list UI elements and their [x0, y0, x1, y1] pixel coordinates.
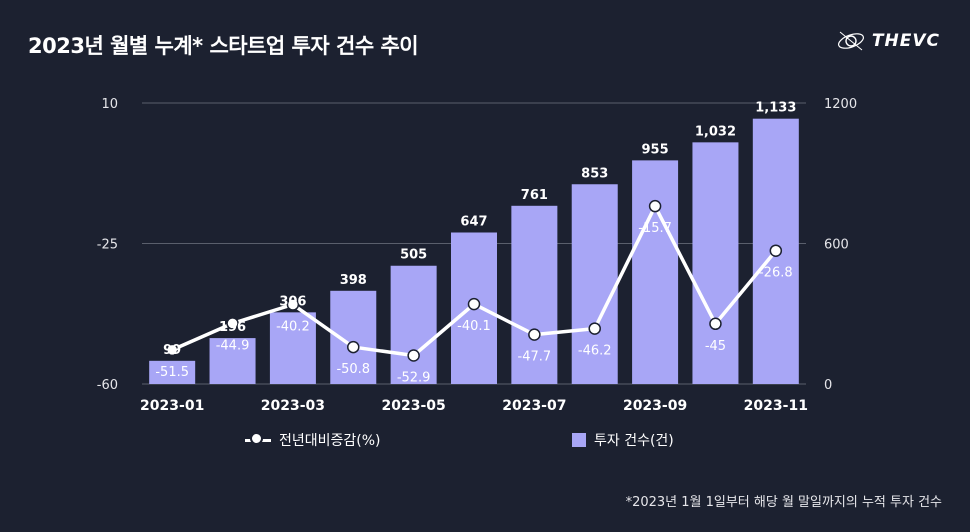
y-left-tick-label: -60: [97, 378, 118, 393]
x-tick-label: 2023-01: [140, 398, 204, 414]
bar: [511, 205, 558, 384]
bar-series: [149, 118, 799, 385]
x-tick-label: 2023-03: [261, 398, 325, 414]
line-value-label: -47.7: [518, 350, 552, 365]
line-value-label: -40.2: [276, 320, 310, 335]
line-series: [165, 199, 783, 362]
line-point: [648, 199, 662, 213]
x-tick-label: 2023-07: [502, 398, 566, 414]
line-point: [226, 317, 239, 330]
y-right-tick-label: 600: [824, 238, 849, 253]
chart-legend: 전년대비증감(%) 투자 건수(건): [0, 430, 970, 454]
bar-value-label: 761: [521, 188, 548, 203]
line-point: [467, 297, 481, 311]
bar-value-label: 647: [460, 214, 487, 229]
legend-bar-swatch-icon: [572, 433, 586, 447]
bar-value-label: 196: [219, 320, 246, 335]
line-point: [165, 343, 179, 357]
line-value-label: -45: [705, 339, 726, 354]
bar: [632, 160, 679, 384]
bar: [692, 142, 739, 384]
bar-value-label: 99: [163, 343, 181, 358]
line-value-label: -50.8: [336, 362, 370, 377]
bar-value-label: 955: [642, 142, 669, 157]
line-point: [769, 244, 783, 257]
bar-value-label: 853: [581, 166, 608, 181]
y-right-tick-label: 1200: [824, 97, 857, 112]
x-tick-label: 2023-05: [382, 398, 446, 414]
logo-text: THEVC: [871, 31, 940, 51]
line-point: [347, 340, 360, 354]
chart-title: 2023년 월별 누계* 스타트업 투자 건수 추이: [28, 34, 419, 58]
legend-line-marker-icon: [245, 438, 271, 442]
line-point: [588, 322, 601, 335]
y-left-tick-label: -25: [97, 238, 118, 253]
line-value-label: -26.8: [759, 266, 793, 281]
bar-value-label: 1,133: [755, 101, 796, 116]
y-left-tick-label: 10: [101, 97, 118, 112]
line-value-label: -44.9: [216, 338, 250, 353]
bar-value-label: 1,032: [695, 124, 736, 139]
line-point: [709, 317, 722, 331]
legend-item-line: 전년대비증감(%): [245, 430, 381, 450]
line-point: [286, 298, 300, 311]
footnote: *2023년 1월 1일부터 해당 월 말일까지의 누적 투자 건수: [625, 495, 942, 510]
axis-labels: 10 -25 -60 1200 600 0 2023-01 2023-03 2023-05 202…: [97, 97, 857, 414]
legend-bar-label: 투자 건수(건): [594, 433, 674, 449]
bar: [269, 312, 316, 384]
bar: [571, 184, 618, 384]
data-labels: 99 196 306 398 505 647 761 853 955 1,032 1,133 -51.…: [155, 101, 796, 386]
legend-item-bar: 투자 건수(건): [572, 430, 674, 450]
line-value-label: -51.5: [155, 365, 189, 380]
bar: [390, 265, 437, 384]
y-right-tick-label: 0: [824, 378, 832, 393]
line-value-label: -40.1: [457, 319, 491, 334]
x-tick-label: 2023-09: [623, 398, 687, 414]
logo-orbit-icon: [837, 31, 864, 51]
line-value-label: -15.7: [638, 221, 672, 236]
bar: [209, 338, 256, 384]
x-tick-label: 2023-11: [744, 398, 808, 414]
line-point: [528, 328, 541, 341]
line-value-label: -46.2: [578, 344, 612, 359]
bar-value-label: 306: [279, 294, 306, 309]
line-point: [407, 349, 420, 362]
bar-value-label: 505: [400, 248, 427, 263]
line-value-label: -52.9: [397, 370, 431, 385]
legend-line-label: 전년대비증감(%): [279, 433, 381, 449]
bar-value-label: 398: [340, 273, 367, 288]
thevc-logo: THEVC: [836, 28, 940, 54]
bar: [149, 360, 196, 384]
